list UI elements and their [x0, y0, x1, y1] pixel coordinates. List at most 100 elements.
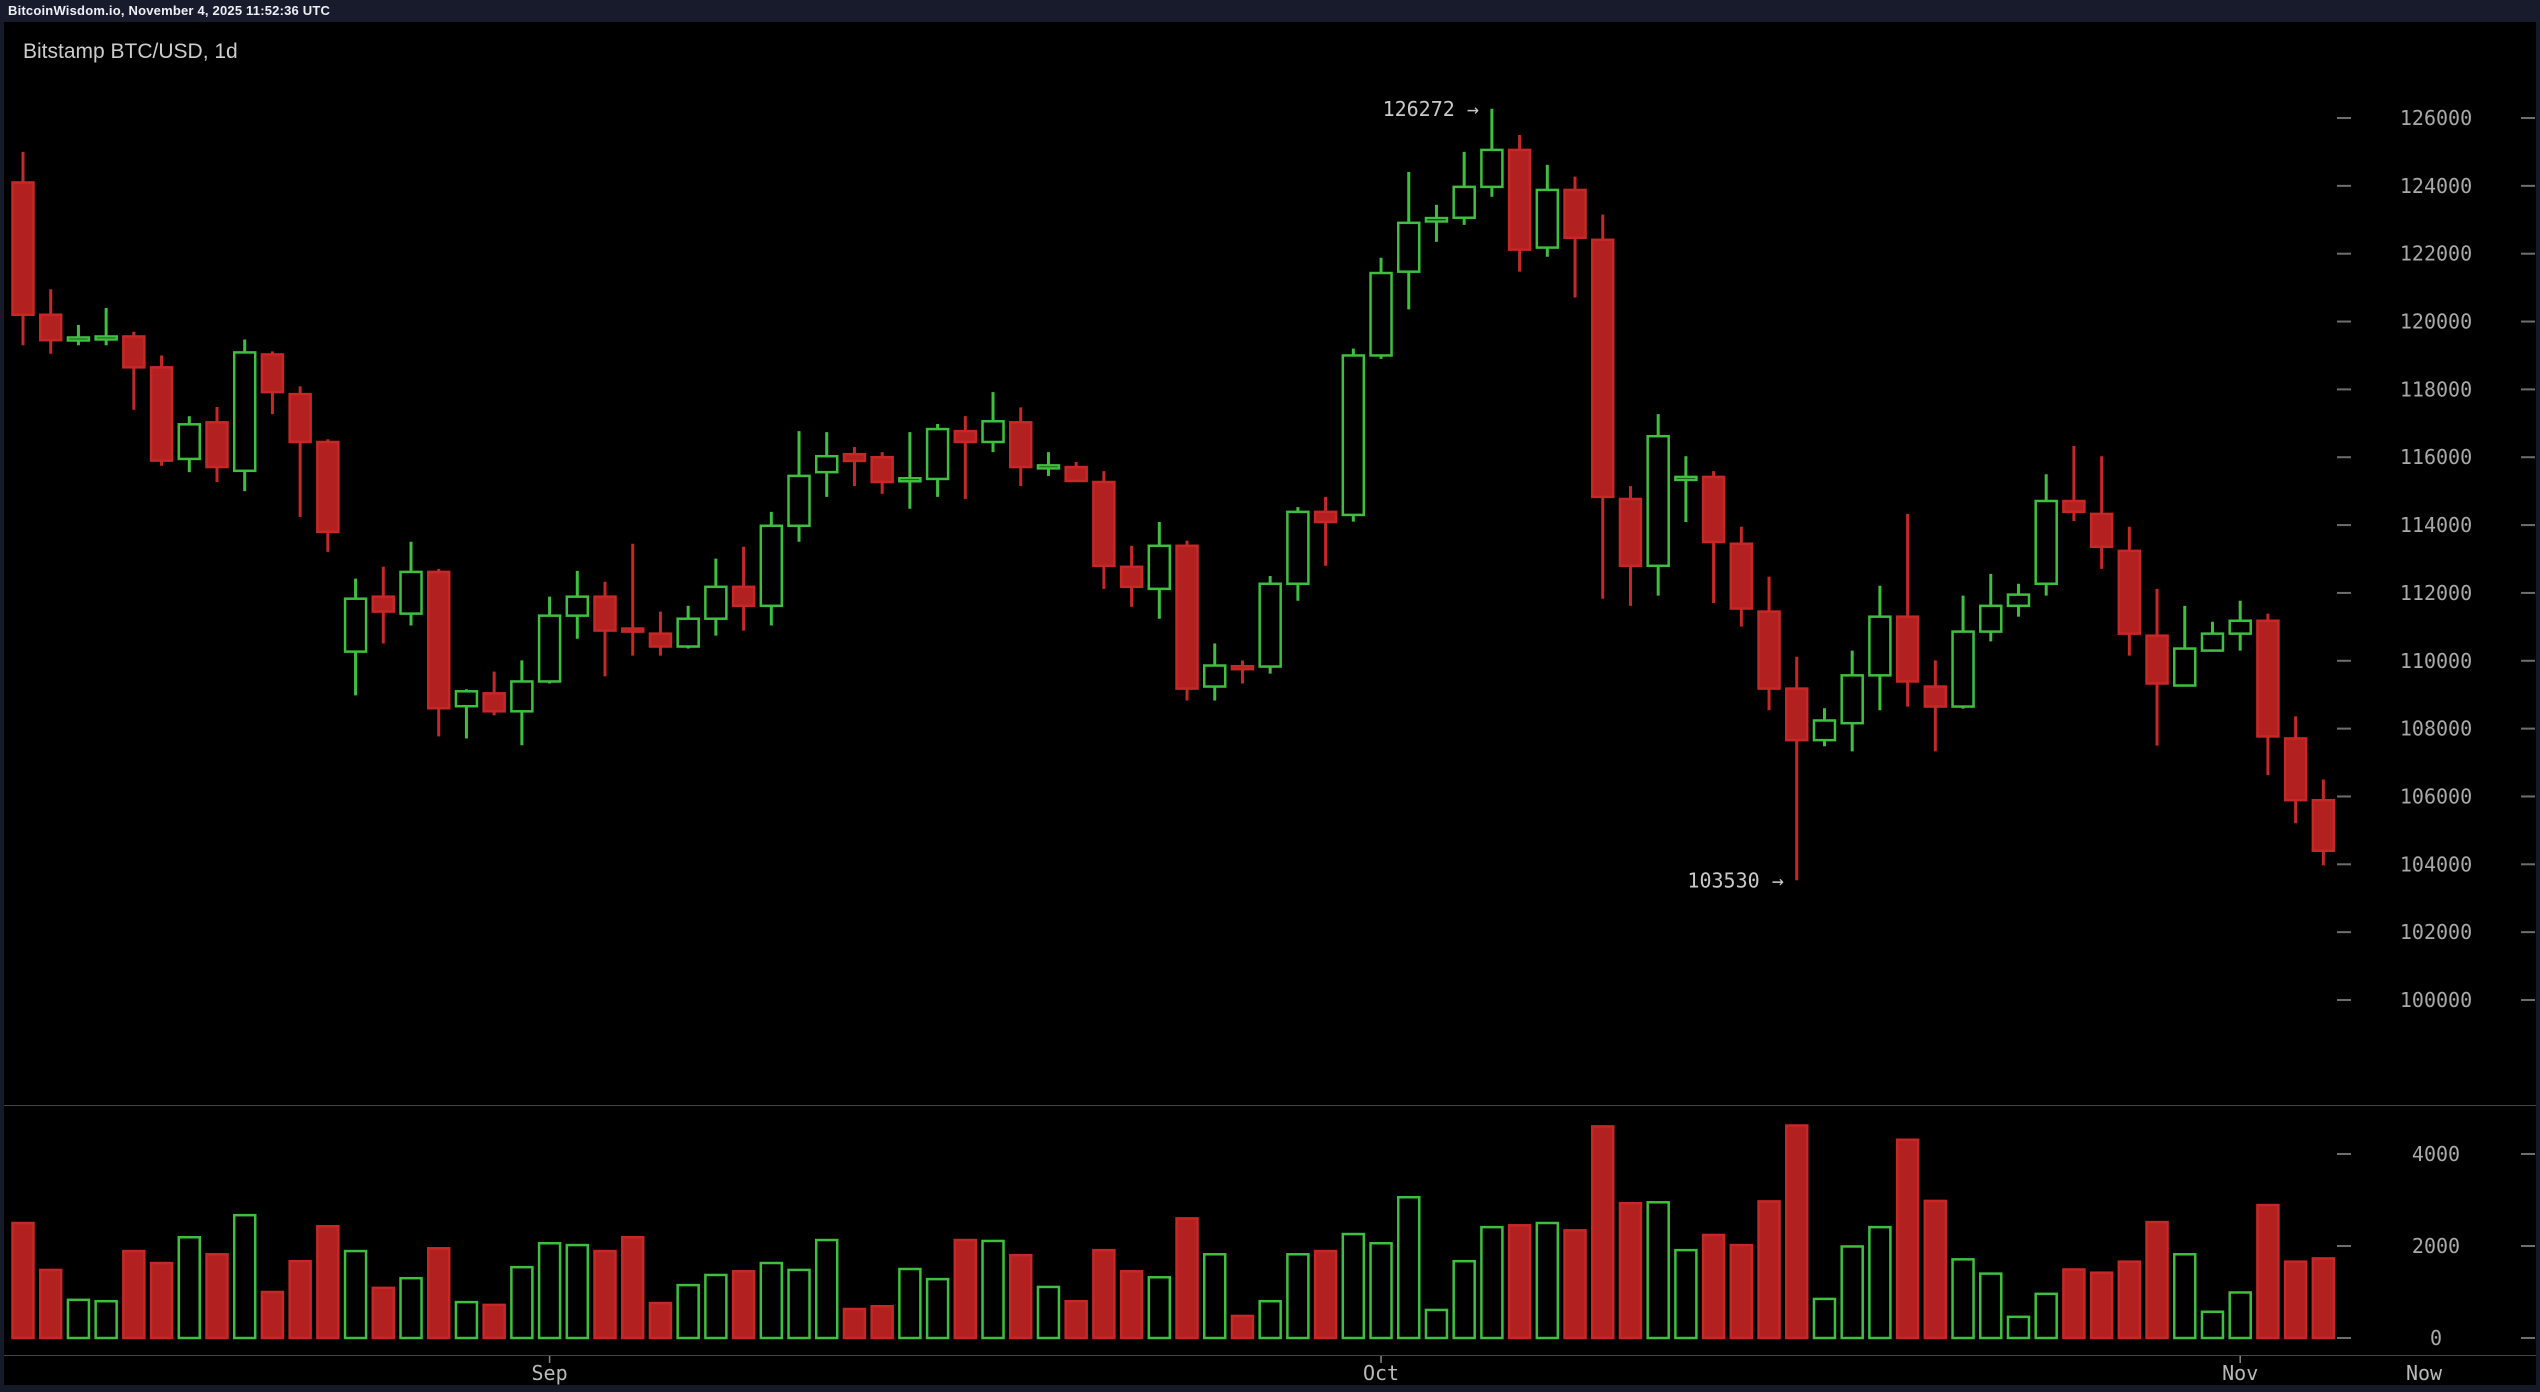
volume-bar	[1951, 1258, 1975, 1340]
volume-bar	[620, 1236, 645, 1340]
candle	[953, 416, 978, 499]
candle-body	[787, 474, 811, 528]
candle	[1951, 595, 1975, 709]
candle	[2034, 474, 2058, 596]
volume-bar	[260, 1290, 285, 1340]
volume-bar	[1230, 1314, 1255, 1340]
volume-bar	[2256, 1203, 2280, 1340]
volume-bar	[2228, 1291, 2252, 1340]
price-tick-label: 116000	[2400, 445, 2472, 469]
candle	[94, 307, 118, 346]
candle	[1895, 513, 1920, 707]
candle-body	[316, 440, 340, 534]
volume-bar	[2034, 1292, 2058, 1340]
candle-body	[288, 392, 312, 444]
candle-body	[1175, 544, 1199, 690]
candle	[1812, 708, 1837, 747]
volume-bar	[814, 1238, 839, 1340]
volume-bar	[2200, 1310, 2225, 1340]
plot-area[interactable]	[11, 108, 2336, 1340]
candle-body	[66, 336, 91, 342]
candle	[1341, 348, 1366, 522]
volume-bar	[1147, 1276, 1172, 1340]
candle-body	[1341, 354, 1366, 517]
candle	[260, 351, 285, 415]
candle-body	[1535, 188, 1560, 249]
candle-body	[814, 454, 839, 474]
volume-bar	[232, 1213, 257, 1340]
candle-body	[11, 181, 35, 317]
volume-bar	[1563, 1229, 1587, 1340]
candle	[925, 423, 950, 497]
candle-body	[1591, 238, 1615, 499]
volume-bar	[1840, 1245, 1864, 1340]
candle-body	[1757, 610, 1781, 690]
volume-bar	[38, 1268, 63, 1340]
candle-body	[2283, 737, 2308, 802]
candle	[1147, 522, 1172, 619]
candle-body	[898, 477, 922, 483]
candle-body	[426, 570, 451, 710]
candle	[981, 392, 1005, 453]
candle-body	[2034, 499, 2058, 586]
volume-bar	[537, 1241, 562, 1340]
candle	[177, 416, 202, 473]
candle-body	[2117, 549, 2142, 635]
candle	[842, 447, 867, 487]
volume-bar	[925, 1277, 950, 1340]
candle-body	[704, 585, 728, 620]
candle-body	[1507, 148, 1532, 251]
candle	[288, 386, 312, 517]
candle-body	[2089, 512, 2114, 549]
chart-surface[interactable]: Bitstamp BTC/USD, 1d	[4, 22, 2536, 1385]
candle	[565, 570, 590, 639]
candle	[1868, 585, 1892, 711]
volume-bar	[1119, 1270, 1144, 1340]
candle	[1064, 461, 1088, 483]
candle	[814, 432, 839, 497]
candle-body	[371, 595, 396, 613]
volume-bar	[510, 1265, 534, 1340]
candle-body	[925, 427, 950, 481]
candle-body	[1868, 615, 1892, 677]
candle-body	[1092, 480, 1116, 568]
volume-bar	[2311, 1257, 2336, 1340]
price-tick-label: 114000	[2400, 513, 2472, 537]
candle	[787, 431, 811, 542]
candle-body	[537, 614, 562, 683]
volume-bar	[1480, 1225, 1504, 1340]
volume-bar	[1701, 1233, 1726, 1340]
candle-body	[1729, 542, 1754, 610]
status-bar: BitcoinWisdom.io, November 4, 2025 11:52…	[0, 0, 2540, 22]
candle-body	[1313, 510, 1338, 524]
candle	[870, 452, 894, 494]
candle	[2283, 716, 2308, 824]
candle-body	[2256, 619, 2280, 738]
volume-bar	[898, 1267, 922, 1340]
candle-body	[648, 632, 673, 648]
time-label-now: Now	[2406, 1361, 2443, 1385]
candle	[1618, 486, 1643, 606]
volume-bar	[1618, 1201, 1643, 1340]
candle	[1729, 526, 1754, 627]
price-tick-label: 104000	[2400, 852, 2472, 876]
candle	[1923, 660, 1948, 752]
candle-body	[454, 690, 479, 708]
volume-bar	[731, 1270, 756, 1340]
volume-bar	[1535, 1221, 1560, 1340]
volume-bar	[2089, 1271, 2114, 1340]
candle	[1175, 540, 1199, 701]
candle	[1286, 507, 1310, 601]
candle-body	[842, 452, 867, 463]
candle	[2145, 588, 2169, 746]
candle-body	[953, 429, 978, 444]
candle	[2173, 605, 2197, 687]
candle-body	[1480, 148, 1504, 189]
volume-bar	[94, 1299, 118, 1340]
candle	[2006, 583, 2031, 617]
price-tick-label: 126000	[2400, 106, 2472, 130]
time-label-nov: Nov	[2222, 1361, 2258, 1385]
candle-body	[1119, 565, 1144, 589]
candle-body	[2173, 647, 2197, 687]
